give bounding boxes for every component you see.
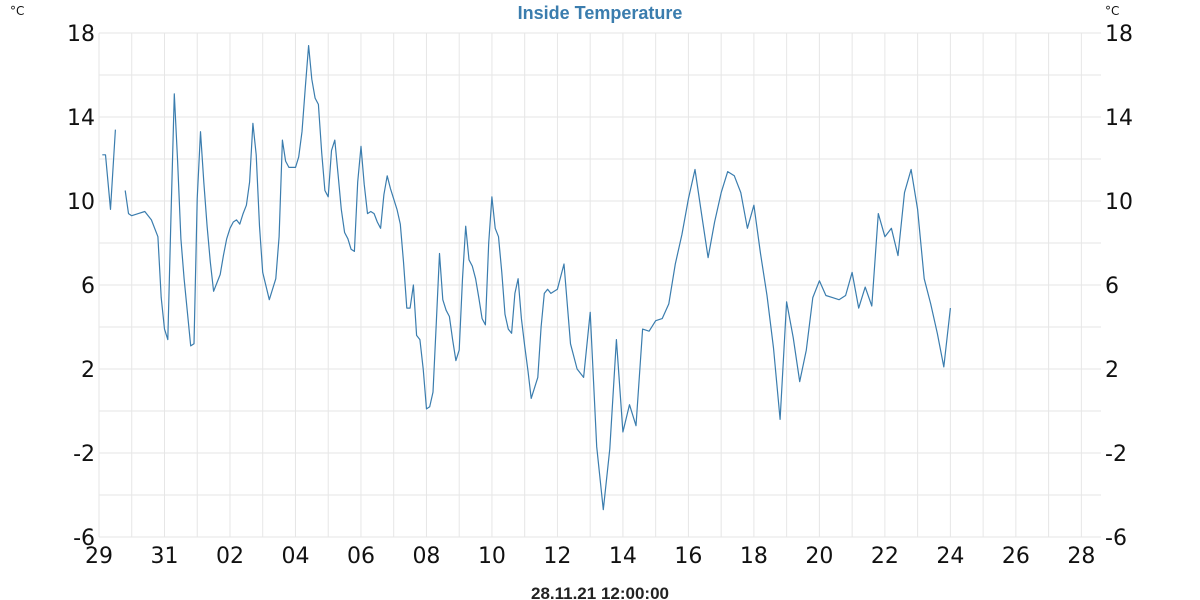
x-tick-label: 12 [543,544,571,569]
y-tick-label-left: -2 [73,442,95,467]
chart-title: Inside Temperature [518,3,683,23]
x-tick-label: 29 [85,544,113,569]
y-tick-label-right: 6 [1105,274,1119,299]
x-tick-label: 16 [674,544,702,569]
x-axis: 29 31 02 04 06 08 10 12 14 16 18 20 22 24 26 28 [85,544,1095,569]
y-tick-label-left: 6 [81,274,95,299]
x-tick-label: 24 [936,544,964,569]
x-tick-label: 14 [609,544,637,569]
x-tick-label: 26 [1002,544,1030,569]
series-group [102,44,951,511]
y-tick-label-left: -6 [73,526,95,551]
y-tick-label-left: 14 [67,106,95,131]
y-tick-label-left: 2 [81,358,95,383]
y-axis-left: 18 14 10 6 2 -2 -6 [67,22,95,551]
y-tick-label-right: 14 [1105,106,1133,131]
y-axis-right: 18 14 10 6 2 -2 -6 [1105,22,1133,551]
x-tick-label: 18 [740,544,768,569]
y-unit-left: °C [10,4,24,18]
y-tick-label-left: 18 [67,22,95,47]
x-tick-label: 20 [805,544,833,569]
x-tick-label: 02 [216,544,244,569]
x-tick-label: 08 [412,544,440,569]
y-tick-label-right: 18 [1105,22,1133,47]
x-tick-label: 06 [347,544,375,569]
y-tick-label-right: -2 [1105,442,1127,467]
y-unit-right: °C [1105,4,1119,18]
y-tick-label-left: 10 [67,190,95,215]
x-tick-label: 04 [281,544,309,569]
x-tick-label: 22 [871,544,899,569]
y-tick-label-right: 2 [1105,358,1119,383]
series-line [102,129,116,210]
y-tick-label-right: 10 [1105,190,1133,215]
x-tick-label: 31 [150,544,178,569]
chart-timestamp: 28.11.21 12:00:00 [531,584,669,600]
x-tick-label: 28 [1067,544,1095,569]
grid [98,32,1101,538]
y-tick-label-right: -6 [1105,526,1127,551]
x-tick-label: 10 [478,544,506,569]
series-line [124,44,951,511]
